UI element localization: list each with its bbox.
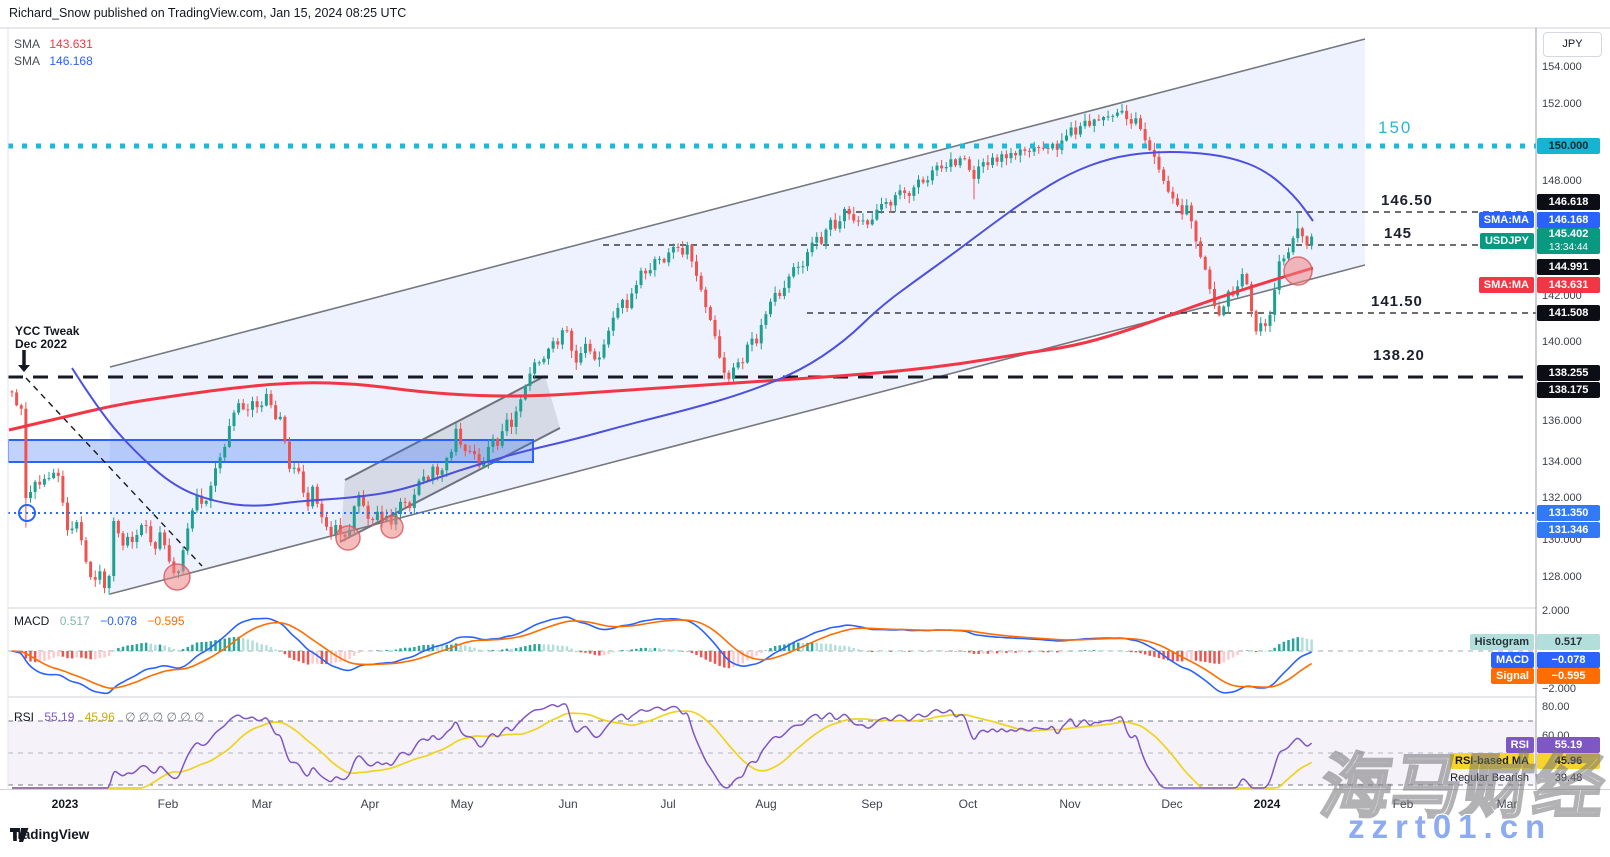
sma-legend-row-2[interactable]: SMA 146.168 [14, 53, 99, 70]
sma-legend-row-1[interactable]: SMA 143.631 [14, 36, 99, 53]
steep-channel-fill [340, 376, 560, 542]
rsi-empty-settings: ∅ ∅ ∅ ∅ ∅ ∅ [125, 710, 205, 724]
time-label-apr-370: Apr [360, 797, 380, 811]
rsi-value: 55.19 [44, 710, 75, 724]
macd-line[interactable] [11, 616, 1312, 695]
steep-channel-lower[interactable] [339, 427, 561, 543]
highlight-circle-2[interactable] [335, 525, 361, 551]
rsi-ma-line[interactable] [12, 710, 1313, 789]
macd-histogram [10, 636, 1313, 669]
rsi-pane[interactable] [8, 703, 1536, 789]
ycc-arrow-head [18, 365, 30, 372]
ycc-annotation: YCC Tweak Dec 2022 [15, 324, 80, 351]
time-label-mar-262: Mar [251, 797, 273, 811]
watermark-url: zzrt01.cn [1348, 808, 1553, 845]
support-zone-rect[interactable] [8, 439, 534, 463]
highlight-circle-3[interactable] [380, 515, 404, 539]
level-label-141.50: 141.50 [1371, 293, 1423, 310]
macd-legend[interactable]: MACD 0.517 −0.078 −0.595 [14, 614, 192, 628]
sma1-label: SMA [14, 37, 41, 51]
rsi-legend-label: RSI [14, 710, 35, 724]
macd-hist-value: 0.517 [59, 614, 90, 628]
main-pane[interactable] [8, 38, 1536, 596]
time-label-nov-1070: Nov [1059, 797, 1081, 811]
time-label-sep-872: Sep [861, 797, 883, 811]
tradingview-logo-icon [10, 828, 29, 842]
channel-upper-line[interactable] [109, 38, 1366, 368]
tradingview-brand-text: TradingView [10, 827, 90, 842]
chart-clip [0, 0, 1610, 790]
currency-toggle-button[interactable]: JPY [1543, 32, 1602, 57]
time-label-feb-168: Feb [157, 797, 179, 811]
highlight-circle-blue[interactable] [18, 504, 36, 522]
level-label-138.20: 138.20 [1373, 347, 1425, 364]
sma-50-line[interactable] [71, 150, 1314, 507]
macd-pane[interactable] [8, 616, 1536, 695]
publish-caption: Richard_Snow published on TradingView.co… [9, 6, 407, 20]
level-label-145: 145 [1384, 225, 1413, 242]
rsi-legend[interactable]: RSI 55.19 45.96 ∅ ∅ ∅ ∅ ∅ ∅ [14, 710, 212, 724]
rsi-line[interactable] [12, 703, 1313, 789]
macd-signal-value: −0.595 [147, 614, 185, 628]
time-label-dec-1172: Dec [1161, 797, 1183, 811]
sma-200-line[interactable] [8, 266, 1314, 432]
time-label-jul-668: Jul [660, 797, 676, 811]
descending-trendline[interactable] [25, 377, 203, 567]
macd-legend-label: MACD [14, 614, 50, 628]
indicator-legend[interactable]: SMA 143.631 SMA 146.168 [14, 36, 99, 70]
highlight-circle-1[interactable] [163, 563, 191, 591]
ascending-channel-fill [110, 39, 1365, 594]
level-label-150: 150 [1378, 118, 1413, 137]
time-label-oct-968: Oct [958, 797, 978, 811]
macd-line-value: −0.078 [100, 614, 138, 628]
time-label-aug-766: Aug [755, 797, 777, 811]
sma2-value: 146.168 [49, 54, 93, 68]
time-label-2023-65: 2023 [51, 797, 79, 811]
rsi-ma-value: 45.96 [84, 710, 115, 724]
highlight-circle-4[interactable] [1283, 256, 1313, 286]
macd-signal-line[interactable] [11, 619, 1313, 689]
sma2-label: SMA [14, 54, 41, 68]
main-chart-canvas[interactable] [0, 0, 1610, 790]
time-label-2024-1267: 2024 [1253, 797, 1281, 811]
tradingview-attribution[interactable]: TradingView [10, 827, 89, 842]
level-label-146.50: 146.50 [1381, 192, 1433, 209]
sma1-value: 143.631 [49, 37, 93, 51]
time-label-may-462: May [450, 797, 474, 811]
time-label-jun-568: Jun [558, 797, 578, 811]
